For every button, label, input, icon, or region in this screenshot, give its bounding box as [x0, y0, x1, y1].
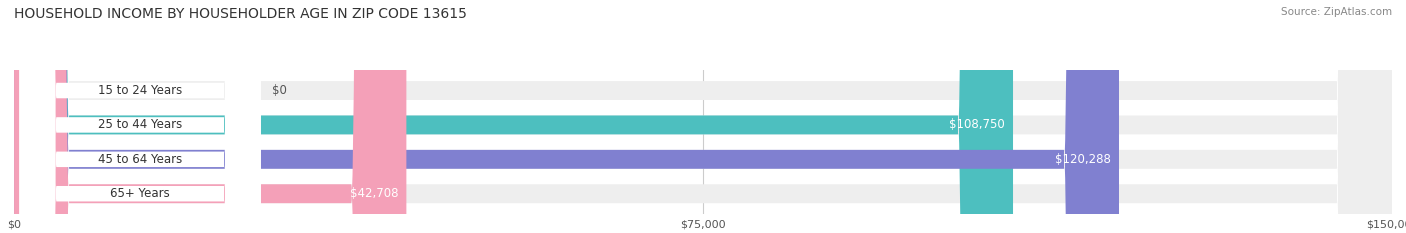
FancyBboxPatch shape [14, 0, 1392, 233]
FancyBboxPatch shape [14, 0, 406, 233]
Text: 45 to 64 Years: 45 to 64 Years [98, 153, 183, 166]
FancyBboxPatch shape [14, 0, 1392, 233]
Text: $108,750: $108,750 [949, 118, 1005, 131]
FancyBboxPatch shape [20, 0, 260, 233]
Text: Source: ZipAtlas.com: Source: ZipAtlas.com [1281, 7, 1392, 17]
Text: 15 to 24 Years: 15 to 24 Years [98, 84, 183, 97]
FancyBboxPatch shape [20, 0, 260, 233]
Text: $42,708: $42,708 [350, 187, 398, 200]
FancyBboxPatch shape [20, 0, 260, 233]
Text: 25 to 44 Years: 25 to 44 Years [98, 118, 183, 131]
FancyBboxPatch shape [14, 0, 1392, 233]
FancyBboxPatch shape [14, 0, 1119, 233]
Text: $120,288: $120,288 [1054, 153, 1111, 166]
FancyBboxPatch shape [14, 0, 1012, 233]
Text: $0: $0 [271, 84, 287, 97]
Text: HOUSEHOLD INCOME BY HOUSEHOLDER AGE IN ZIP CODE 13615: HOUSEHOLD INCOME BY HOUSEHOLDER AGE IN Z… [14, 7, 467, 21]
Text: 65+ Years: 65+ Years [110, 187, 170, 200]
FancyBboxPatch shape [14, 0, 1392, 233]
FancyBboxPatch shape [20, 0, 260, 233]
